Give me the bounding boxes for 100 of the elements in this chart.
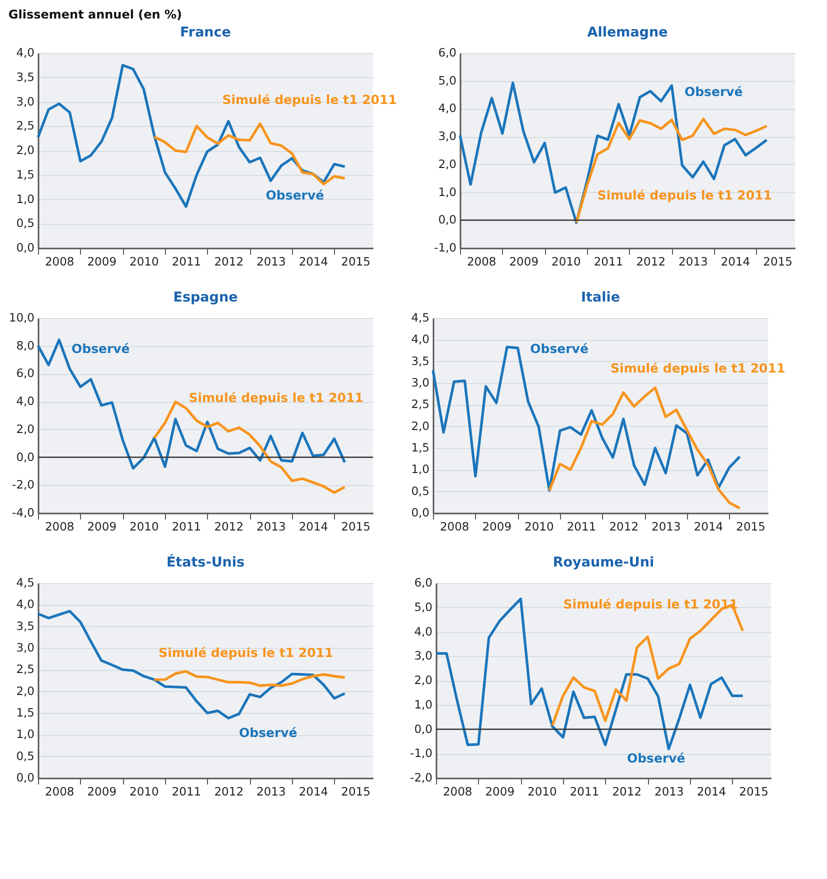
y-tick-label: 0,0 bbox=[438, 212, 456, 227]
y-tick-label: 0,0 bbox=[414, 722, 432, 736]
y-axis-title: Glissement annuel (en %) bbox=[8, 8, 182, 22]
x-tick-label: 2011 bbox=[172, 254, 202, 268]
series-label: Simulé depuis le t1 2011 bbox=[158, 645, 334, 660]
y-tick-label: 6,0 bbox=[438, 46, 456, 60]
x-tick-label: 2013 bbox=[256, 520, 286, 534]
y-tick-label: 3,5 bbox=[411, 354, 430, 368]
y-tick-label: 5,0 bbox=[414, 600, 432, 614]
y-tick-label: 4,5 bbox=[411, 310, 430, 324]
x-tick-label: 2012 bbox=[612, 784, 642, 798]
series-label: Simulé depuis le t1 2011 bbox=[610, 360, 786, 376]
y-tick-label: 2,0 bbox=[411, 418, 430, 433]
y-tick-label: 4,5 bbox=[16, 576, 34, 590]
x-tick-label: 2013 bbox=[256, 254, 286, 268]
text: Simulé depuis le t1 2011 bbox=[222, 92, 397, 107]
x-tick-label: 2011 bbox=[570, 784, 600, 798]
x-tick-label: 2009 bbox=[482, 520, 512, 534]
x-tick-label: 2015 bbox=[763, 254, 792, 268]
x-tick-label: 2014 bbox=[298, 784, 328, 798]
x-tick-label: 2009 bbox=[87, 784, 117, 798]
y-tick-label: 1,0 bbox=[16, 192, 34, 206]
x-tick-label: 2008 bbox=[440, 520, 470, 534]
y-tick-label: 1,0 bbox=[16, 727, 34, 742]
y-tick-label: 6,0 bbox=[414, 576, 432, 590]
chart-title: Espagne bbox=[173, 290, 238, 306]
y-tick-label: 4,0 bbox=[16, 394, 34, 408]
x-tick-label: 2009 bbox=[87, 254, 117, 268]
y-tick-label: 3,0 bbox=[16, 640, 34, 654]
x-tick-label: 2011 bbox=[594, 254, 624, 268]
x-tick-label: 2011 bbox=[172, 520, 202, 534]
x-tick-label: 2013 bbox=[652, 520, 681, 534]
x-tick-label: 2013 bbox=[654, 784, 684, 798]
x-tick-label: 2012 bbox=[214, 784, 244, 798]
x-tick-label: 2008 bbox=[44, 520, 74, 534]
y-tick-label: 6,0 bbox=[16, 366, 34, 380]
y-tick-label: -2,0 bbox=[410, 770, 432, 784]
x-tick-label: 2008 bbox=[466, 254, 496, 268]
line-series bbox=[548, 386, 742, 510]
x-tick-label: 2015 bbox=[341, 520, 370, 534]
x-tick-label: 2008 bbox=[44, 254, 74, 268]
x-tick-label: 2010 bbox=[524, 520, 554, 534]
x-tick-label: 2012 bbox=[214, 520, 244, 534]
x-tick-label: 2009 bbox=[485, 784, 515, 798]
x-tick-label: 2011 bbox=[172, 784, 202, 798]
chart-title: Allemagne bbox=[587, 24, 668, 40]
x-tick-label: 2014 bbox=[298, 254, 328, 268]
y-tick-label: -1,0 bbox=[434, 240, 456, 254]
y-tick-label: 5,0 bbox=[438, 73, 456, 88]
x-tick-label: 2012 bbox=[609, 520, 639, 534]
y-tick-label: 2,0 bbox=[414, 673, 432, 687]
y-tick-label: 1,0 bbox=[438, 184, 456, 199]
y-tick-label: -2,0 bbox=[12, 478, 34, 492]
y-tick-label: 2,5 bbox=[16, 118, 34, 133]
chart-title: Italie bbox=[581, 290, 620, 306]
x-tick-label: 2014 bbox=[720, 254, 750, 268]
x-tick-label: 2008 bbox=[442, 784, 472, 798]
x-tick-label: 2010 bbox=[130, 254, 159, 268]
y-tick-label: 0,0 bbox=[411, 506, 430, 520]
y-tick-label: 4,0 bbox=[411, 332, 430, 346]
series-label: Observé bbox=[626, 750, 686, 766]
series-label: Simulé depuis le t1 2011 bbox=[188, 390, 364, 405]
y-tick-label: -1,0 bbox=[410, 746, 432, 760]
x-tick-label: 2015 bbox=[341, 784, 370, 798]
series-label: Simulé depuis le t1 2011 bbox=[597, 187, 772, 202]
y-tick-label: 4,0 bbox=[414, 624, 432, 638]
y-tick-label: 1,5 bbox=[16, 167, 34, 182]
y-tick-label: 8,0 bbox=[16, 338, 34, 352]
y-tick-label: -4,0 bbox=[12, 506, 34, 520]
y-tick-label: 3,0 bbox=[16, 94, 34, 108]
x-tick-label: 2011 bbox=[566, 520, 596, 534]
y-tick-label: 10,0 bbox=[8, 310, 34, 324]
x-tick-label: 2009 bbox=[87, 520, 117, 534]
x-tick-label: 2009 bbox=[509, 254, 539, 268]
x-tick-label: 2013 bbox=[678, 254, 708, 268]
y-tick-label: 3,5 bbox=[16, 618, 34, 633]
y-tick-label: 0,0 bbox=[16, 240, 34, 254]
y-tick-label: 0,0 bbox=[16, 770, 34, 784]
y-tick-label: 1,5 bbox=[411, 440, 430, 454]
x-tick-label: 2014 bbox=[694, 520, 724, 534]
series-label: Observé bbox=[530, 341, 588, 356]
x-tick-label: 2015 bbox=[341, 254, 370, 268]
y-tick-label: 4,0 bbox=[16, 46, 34, 60]
series-label: Observé bbox=[239, 725, 298, 740]
chart-title: France bbox=[180, 24, 231, 40]
x-tick-label: 2012 bbox=[214, 254, 244, 268]
line-series bbox=[153, 122, 346, 186]
y-tick-label: 0,5 bbox=[411, 484, 430, 498]
chart-title: États-Unis bbox=[166, 554, 245, 570]
y-tick-label: 4,0 bbox=[16, 597, 34, 612]
y-tick-label: 2,0 bbox=[438, 156, 456, 171]
y-tick-label: 0,5 bbox=[16, 216, 34, 230]
y-tick-label: 2,0 bbox=[16, 422, 34, 436]
y-tick-label: 0,5 bbox=[16, 748, 34, 763]
y-tick-label: 3,5 bbox=[16, 70, 34, 84]
x-tick-label: 2014 bbox=[298, 520, 328, 534]
x-tick-label: 2012 bbox=[636, 254, 666, 268]
y-tick-label: 4,0 bbox=[438, 101, 456, 116]
series-label: Observé bbox=[72, 341, 130, 356]
x-tick-label: 2015 bbox=[739, 784, 768, 798]
